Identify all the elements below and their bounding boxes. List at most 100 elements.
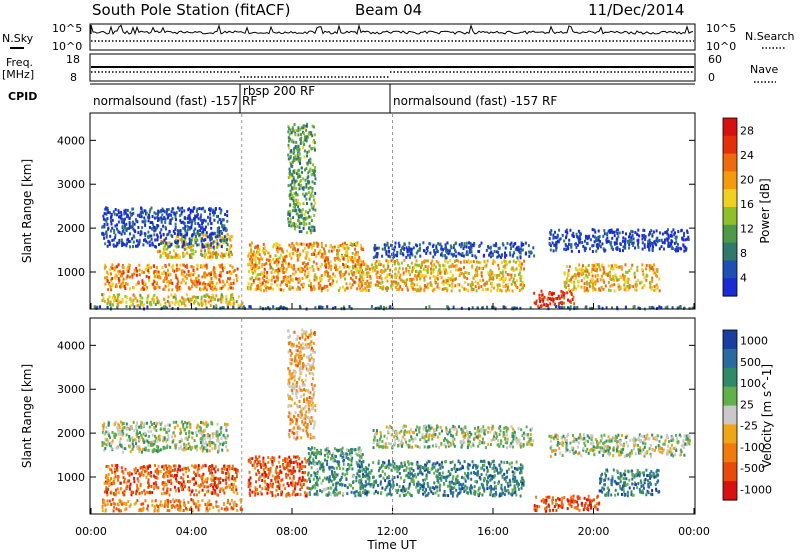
heatmap-cell	[289, 254, 291, 257]
heatmap-cell	[338, 249, 340, 252]
heatmap-cell	[401, 288, 403, 291]
heatmap-cell	[549, 242, 551, 245]
heatmap-cell	[277, 279, 279, 282]
heatmap-cell	[247, 262, 249, 265]
heatmap-cell	[651, 280, 653, 283]
heatmap-cell	[615, 264, 617, 267]
heatmap-cell	[258, 266, 260, 269]
heatmap-cell	[115, 493, 117, 496]
heatmap-cell	[181, 488, 183, 491]
heatmap-cell	[209, 209, 211, 212]
heatmap-cell	[425, 275, 427, 278]
heatmap-cell	[565, 244, 567, 247]
heatmap-cell	[169, 272, 171, 275]
heatmap-cell	[301, 171, 303, 174]
heatmap-cell	[504, 265, 506, 268]
heatmap-cell	[172, 500, 174, 503]
heatmap-cell	[323, 247, 325, 250]
heatmap-cell	[376, 252, 378, 255]
heatmap-cell	[139, 508, 141, 511]
heatmap-cell	[358, 281, 360, 284]
heatmap-cell	[168, 509, 170, 512]
heatmap-cell	[318, 306, 320, 309]
heatmap-cell	[433, 249, 435, 252]
heatmap-cell	[198, 274, 200, 277]
heatmap-cell	[222, 267, 224, 270]
heatmap-cell	[109, 235, 111, 238]
heatmap-cell	[559, 297, 561, 300]
heatmap-cell	[266, 271, 268, 274]
heatmap-cell	[462, 252, 464, 255]
heatmap-cell	[519, 261, 521, 264]
heatmap-cell	[279, 244, 281, 247]
heatmap-cell	[221, 239, 223, 242]
heatmap-cell	[156, 470, 158, 473]
heatmap-cell	[482, 288, 484, 291]
heatmap-cell	[273, 243, 275, 246]
heatmap-cell	[563, 297, 565, 300]
heatmap-cell	[290, 264, 292, 267]
heatmap-cell	[445, 250, 447, 253]
heatmap-cell	[164, 302, 166, 305]
heatmap-cell	[225, 482, 227, 485]
heatmap-cell	[304, 270, 306, 273]
heatmap-cell	[491, 271, 493, 274]
heatmap-cell	[235, 274, 237, 277]
heatmap-cell	[302, 146, 304, 149]
heatmap-cell	[178, 487, 180, 490]
heatmap-cell	[133, 299, 135, 302]
heatmap-cell	[288, 221, 290, 224]
heatmap-cell	[202, 282, 204, 285]
heatmap-cell	[401, 262, 403, 265]
heatmap-cell	[311, 134, 313, 137]
heatmap-cell	[212, 251, 214, 254]
heatmap-cell	[547, 298, 549, 301]
heatmap-cell	[221, 287, 223, 290]
heatmap-cell	[196, 208, 198, 211]
heatmap-cell	[515, 284, 517, 287]
heatmap-cell	[202, 489, 204, 492]
heatmap-cell	[598, 305, 600, 308]
heatmap-cell	[199, 282, 201, 285]
heatmap-cell	[498, 274, 500, 277]
heatmap-cell	[588, 264, 590, 267]
heatmap-cell	[313, 261, 315, 264]
heatmap-cell	[297, 176, 299, 179]
heatmap-cell	[303, 227, 305, 230]
heatmap-cell	[427, 270, 429, 273]
heatmap-cell	[146, 275, 148, 278]
heatmap-cell	[463, 247, 465, 250]
heatmap-cell	[214, 447, 216, 450]
heatmap-cell	[597, 278, 599, 281]
heatmap-cell	[204, 493, 206, 496]
heatmap-cell	[114, 503, 116, 506]
heatmap-cell	[408, 271, 410, 274]
heatmap-cell	[153, 485, 155, 488]
heatmap-cell	[140, 424, 142, 427]
heatmap-cell	[120, 482, 122, 485]
heatmap-cell	[636, 266, 638, 269]
heatmap-cell	[437, 250, 439, 253]
heatmap-cell	[353, 281, 355, 284]
heatmap-cell	[407, 254, 409, 257]
heatmap-cell	[466, 246, 468, 249]
heatmap-cell	[233, 282, 235, 285]
heatmap-cell	[438, 287, 440, 290]
heatmap-cell	[554, 303, 556, 306]
heatmap-cell	[295, 209, 297, 212]
heatmap-cell	[154, 505, 156, 508]
heatmap-cell	[381, 281, 383, 284]
heatmap-cell	[233, 504, 235, 507]
heatmap-cell	[132, 442, 134, 445]
heatmap-cell	[414, 274, 416, 277]
heatmap-cell	[665, 231, 667, 234]
heatmap-cell	[614, 234, 616, 237]
heatmap-cell	[619, 242, 621, 245]
heatmap-cell	[107, 466, 109, 469]
heatmap-cell	[574, 273, 576, 276]
heatmap-cell	[137, 469, 139, 472]
heatmap-cell	[624, 242, 626, 245]
heatmap-cell	[136, 304, 138, 307]
heatmap-cell	[474, 274, 476, 277]
heatmap-cell	[191, 245, 193, 248]
